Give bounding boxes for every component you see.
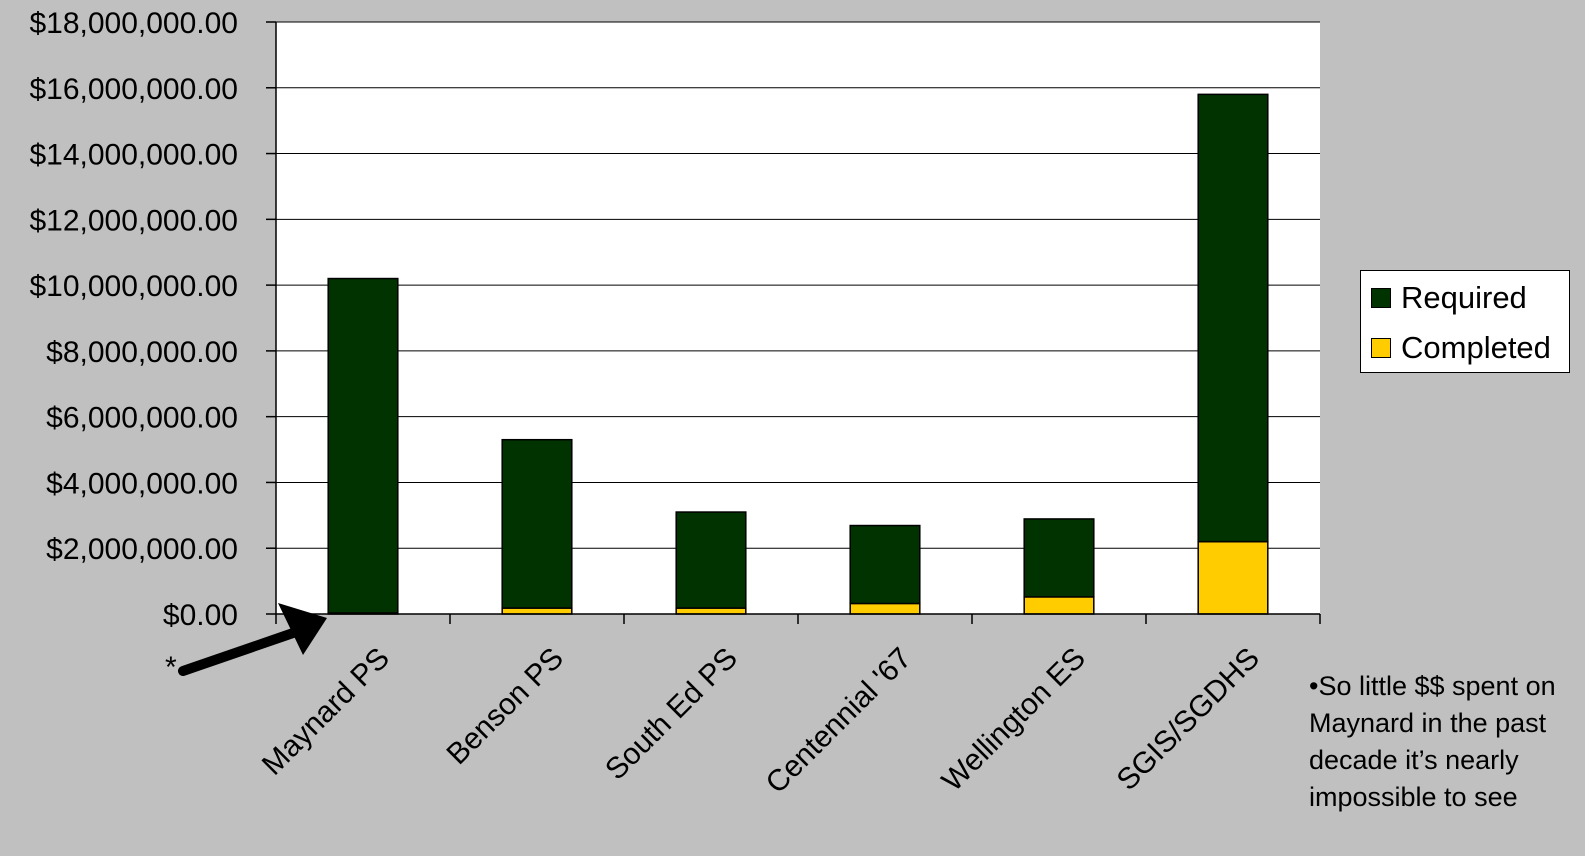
bar-required <box>849 524 921 605</box>
y-tick-label: $6,000,000.00 <box>46 402 238 435</box>
x-category-label: Wellington ES <box>936 642 1092 798</box>
bar-required <box>1023 518 1095 598</box>
bar-required <box>501 438 573 609</box>
arrow-annotation <box>178 603 327 676</box>
bar-completed <box>675 607 747 615</box>
y-tick-label: $2,000,000.00 <box>46 533 238 566</box>
legend-label-required: Required <box>1401 280 1527 315</box>
y-tick-label: $14,000,000.00 <box>29 139 238 172</box>
x-category-label: Maynard PS <box>256 642 396 782</box>
y-tick-label: $10,000,000.00 <box>29 270 238 303</box>
x-category-label: South Ed PS <box>599 642 744 787</box>
y-tick-label: $0.00 <box>163 599 238 632</box>
legend-label-completed: Completed <box>1401 330 1551 365</box>
bar-required <box>675 511 747 609</box>
x-category-label: SGIS/SGDHS <box>1111 642 1266 797</box>
plot-area <box>276 22 1320 614</box>
y-tick-label: $18,000,000.00 <box>29 7 238 40</box>
x-category-label: Benson PS <box>440 642 569 771</box>
y-tick-label: $8,000,000.00 <box>46 336 238 369</box>
gridlines <box>276 21 1320 549</box>
bar-completed <box>1023 596 1095 615</box>
x-category-label: Centennial '67 <box>760 642 918 800</box>
note-annotation: •So little $$ spent on Maynard in the pa… <box>1309 671 1556 812</box>
bars <box>327 93 1269 615</box>
bar-completed <box>1197 540 1269 615</box>
bar-completed <box>501 607 573 615</box>
legend-swatch-completed <box>1371 338 1391 358</box>
asterisk-annotation: * <box>165 651 177 684</box>
y-tick-label: $16,000,000.00 <box>29 73 238 106</box>
legend-item-required: Required <box>1371 278 1527 318</box>
arrow-shaft <box>178 627 301 676</box>
y-tick-labels: $0.00 $2,000,000.00 $4,000,000.00 $6,000,00… <box>29 7 238 632</box>
x-tick-labels: Maynard PS Benson PS South Ed PS Centennial… <box>256 642 1266 800</box>
y-tick-label: $4,000,000.00 <box>46 467 238 500</box>
bar-required <box>1197 93 1269 543</box>
bar-completed <box>849 602 921 615</box>
axes <box>266 21 1321 624</box>
bar-required <box>327 277 399 614</box>
legend-swatch-required <box>1371 288 1391 308</box>
arrow-head <box>278 603 327 655</box>
y-tick-label: $12,000,000.00 <box>29 204 238 237</box>
legend-item-completed: Completed <box>1371 328 1551 368</box>
legend: Required Completed <box>1360 270 1570 373</box>
